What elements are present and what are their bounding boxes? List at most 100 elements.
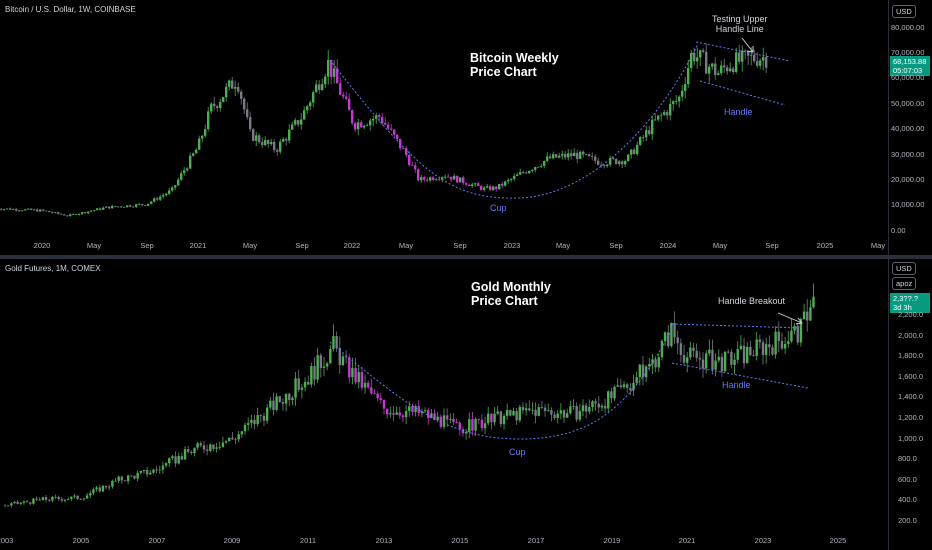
- btc-candle-body-223: [663, 112, 666, 115]
- gold-x-tick-11: 2025: [829, 536, 847, 545]
- gold-chart-canvas[interactable]: [0, 259, 888, 550]
- gold-candle-body-99: [316, 355, 319, 380]
- gold-candle-body-34: [111, 480, 114, 487]
- gold-y-tick-0: 2,200.0: [898, 310, 924, 319]
- btc-candle-body-158: [468, 184, 471, 186]
- gold-candle-body-33: [108, 486, 111, 488]
- bitcoin-price-axis[interactable]: USD: [888, 0, 932, 255]
- gold-x-tick-9: 2021: [678, 536, 696, 545]
- gold-candle-body-153: [487, 413, 490, 424]
- gold-candle-body-90: [288, 393, 291, 401]
- btc-candle-body-246: [732, 68, 735, 73]
- gold-candle-body-254: [806, 311, 809, 321]
- gold-candle-body-204: [648, 364, 651, 367]
- btc-candle-body-67: [195, 149, 198, 154]
- gold-candle-body-213: [676, 337, 679, 344]
- gold-x-tick-10: 2023: [754, 536, 772, 545]
- btc-candle-body-87: [255, 135, 258, 141]
- gold-candle-body-123: [392, 413, 395, 415]
- gold-candle-body-71: [228, 437, 231, 442]
- gold-candle-body-12: [41, 497, 45, 500]
- gold-candle-body-256: [812, 296, 815, 308]
- gold-candle-body-98: [313, 366, 316, 380]
- btc-candle-body-136: [402, 148, 405, 150]
- gold-candle-body-185: [588, 407, 591, 412]
- btc-candle-body-2: [0, 209, 3, 210]
- gold-candle-body-110: [351, 367, 354, 378]
- gold-candle-body-22: [73, 495, 76, 497]
- gold-candle-body-45: [145, 469, 149, 475]
- btc-candle-body-37: [105, 206, 108, 208]
- btc-candle-body-121: [357, 122, 360, 130]
- gold-candle-body-128: [408, 406, 411, 411]
- btc-candle-body-12: [30, 208, 33, 210]
- btc-candle-body-36: [102, 207, 105, 210]
- gold-candle-body-167: [531, 409, 534, 411]
- btc-candle-body-88: [258, 135, 261, 143]
- gold-candle-body-175: [556, 413, 559, 418]
- btc-candle-body-160: [474, 183, 477, 185]
- gold-price-axis[interactable]: USD apoz: [888, 259, 932, 550]
- gold-candle-body-15: [51, 496, 54, 501]
- btc-candle-body-235: [699, 50, 702, 58]
- gold-candle-body-135: [430, 413, 433, 419]
- bitcoin-last-price: 68,153.88: [893, 57, 927, 66]
- gold-candle-body-113: [360, 372, 364, 388]
- gold-candle-body-52: [168, 458, 171, 464]
- btc-candle-body-6: [12, 209, 15, 210]
- btc-candle-body-232: [690, 52, 693, 69]
- btc-candle-body-99: [291, 124, 294, 130]
- gold-candle-body-106: [338, 347, 341, 366]
- btc-candle-body-186: [552, 154, 555, 159]
- btc-candle-body-250: [744, 50, 747, 52]
- gold-candle-body-105: [335, 336, 338, 348]
- btc-candle-body-65: [189, 155, 192, 169]
- gold-candle-body-253: [802, 311, 806, 320]
- gold-title-line2: Price Chart: [471, 294, 538, 308]
- btc-candle-body-8: [18, 210, 21, 212]
- btc-candle-body-243: [723, 65, 726, 68]
- gold-candle-body-122: [389, 413, 392, 415]
- gold-scale-button[interactable]: apoz: [892, 277, 917, 290]
- gold-candle-body-116: [370, 387, 373, 394]
- gold-candle-body-187: [594, 401, 597, 404]
- bitcoin-chart-pane[interactable]: Bitcoin / U.S. Dollar, 1W, COINBASE Bitc…: [0, 0, 932, 255]
- gold-candle-body-31: [101, 485, 105, 492]
- btc-candle-body-102: [300, 119, 303, 125]
- btc-candle-body-200: [594, 156, 597, 161]
- btc-candle-body-134: [396, 134, 399, 139]
- btc-candle-body-170: [504, 181, 507, 186]
- btc-candle-body-90: [264, 140, 267, 146]
- gold-candle-body-118: [376, 393, 379, 399]
- bitcoin-currency-button[interactable]: USD: [892, 5, 916, 18]
- gold-candle-body-100: [319, 355, 323, 368]
- btc-candle-body-68: [198, 138, 201, 150]
- gold-candle-body-137: [436, 416, 439, 420]
- btc-candle-body-63: [183, 170, 186, 174]
- gold-candle-body-210: [667, 332, 670, 347]
- gold-candle-body-206: [654, 359, 657, 368]
- pane-divider[interactable]: [0, 255, 932, 259]
- btc-candle-body-122: [360, 122, 363, 128]
- btc-y-tick-6: 20,000.00: [891, 175, 925, 184]
- btc-candle-body-9: [21, 210, 24, 212]
- btc-candle-body-64: [186, 168, 189, 171]
- bitcoin-chart-canvas[interactable]: [0, 0, 888, 255]
- gold-last-price: 2,3??.?: [893, 294, 919, 303]
- btc-candle-body-252: [750, 54, 753, 56]
- gold-candle-body-36: [117, 476, 120, 481]
- gold-candle-body-237: [752, 355, 755, 356]
- gold-candle-body-173: [550, 410, 553, 415]
- btc-candle-body-117: [345, 96, 348, 99]
- gold-candle-body-170: [540, 407, 544, 408]
- gold-upper-handle-line: [671, 323, 801, 329]
- gold-candle-body-194: [616, 385, 619, 387]
- btc-y-tick-4: 40,000.00: [891, 124, 925, 133]
- btc-candle-body-157: [465, 183, 468, 185]
- btc-candle-body-75: [219, 101, 222, 108]
- gold-currency-button[interactable]: USD: [892, 262, 916, 275]
- gold-candle-body-174: [553, 414, 556, 418]
- btc-candle-body-149: [441, 177, 444, 180]
- gold-bar-countdown: 3d 3h: [893, 303, 912, 312]
- gold-chart-pane[interactable]: Gold Futures, 1M, COMEX Gold Monthly Pri…: [0, 259, 932, 550]
